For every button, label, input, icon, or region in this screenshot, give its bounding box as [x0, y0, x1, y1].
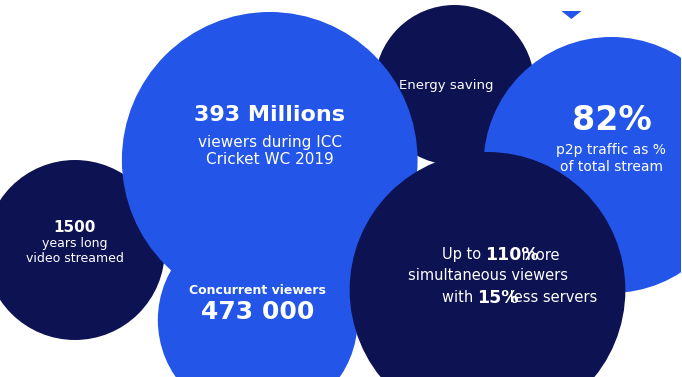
- Text: 15%: 15%: [477, 289, 519, 307]
- Text: Concurrent viewers: Concurrent viewers: [190, 284, 326, 296]
- Circle shape: [350, 152, 625, 377]
- Polygon shape: [415, 177, 434, 185]
- Text: 82%: 82%: [572, 104, 651, 136]
- Text: 473 000: 473 000: [201, 300, 314, 324]
- Text: p2p traffic as %: p2p traffic as %: [557, 143, 666, 157]
- Circle shape: [0, 160, 165, 340]
- Text: more: more: [518, 247, 560, 262]
- Text: 110%: 110%: [486, 246, 539, 264]
- Polygon shape: [561, 11, 582, 19]
- Circle shape: [158, 220, 357, 377]
- Text: less servers: less servers: [505, 291, 597, 305]
- Text: viewers during ICC: viewers during ICC: [198, 135, 342, 150]
- Text: 393 Millions: 393 Millions: [194, 105, 345, 125]
- Text: with: with: [442, 291, 477, 305]
- Text: Up to: Up to: [442, 247, 486, 262]
- Text: video streamed: video streamed: [26, 253, 124, 265]
- Text: simultaneous viewers: simultaneous viewers: [408, 268, 567, 284]
- Circle shape: [484, 37, 682, 293]
- Circle shape: [374, 5, 535, 165]
- Text: Energy saving: Energy saving: [399, 78, 494, 92]
- Text: 1500: 1500: [54, 221, 96, 236]
- Text: years long: years long: [42, 238, 108, 250]
- Text: Cricket WC 2019: Cricket WC 2019: [206, 153, 333, 167]
- Text: of total stream: of total stream: [560, 160, 663, 174]
- Circle shape: [122, 12, 417, 308]
